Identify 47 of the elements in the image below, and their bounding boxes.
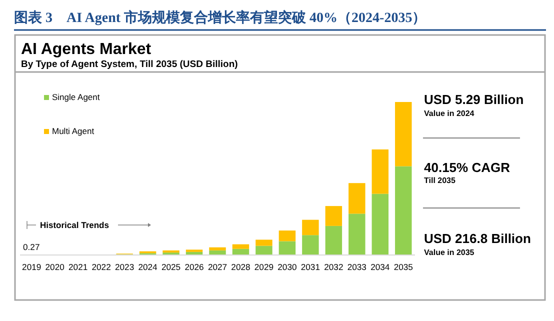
bar: [325, 226, 342, 255]
text: USD 216.8 Billion: [424, 231, 531, 246]
chart-subtitle: AI Agents Market: [21, 41, 152, 58]
x-tick-label: 2019: [22, 262, 42, 272]
bar: [372, 194, 389, 255]
x-tick-label: 2034: [370, 262, 390, 272]
x-tick-label: 2035: [394, 262, 414, 272]
bar: [302, 220, 319, 236]
bar: [278, 241, 296, 255]
legend-label: Multi Agent: [52, 126, 95, 136]
annotation: 0.27: [23, 242, 40, 252]
bar: [302, 235, 319, 255]
text: Value in 2035: [424, 248, 475, 257]
text: USD 5.29 Billion: [424, 92, 524, 107]
legend-label: Single Agent: [52, 92, 100, 102]
text: By Type of Agent System, Till 2035 (USD Billion): [21, 59, 238, 70]
x-tick-label: 2020: [45, 262, 65, 272]
x-tick-label: 2024: [138, 262, 158, 272]
x-tick-label: 2022: [92, 262, 112, 272]
x-tick-label: 2027: [208, 262, 228, 272]
bar: [372, 149, 389, 194]
text: Till 2035: [424, 176, 456, 185]
text: Value in 2024: [424, 109, 475, 118]
bar: [256, 240, 272, 246]
x-tick-label: 2029: [254, 262, 274, 272]
x-tick-label: 2032: [324, 262, 344, 272]
annotation: Historical Trends: [40, 220, 110, 230]
x-tick-label: 2026: [184, 262, 204, 272]
chart-title: 图表 3 AI Agent 市场规模复合增长率有望突破 40%（2024-2035）: [14, 9, 426, 26]
bar: [278, 230, 296, 242]
text: 40.15% CAGR: [424, 160, 511, 175]
x-tick-label: 2031: [300, 262, 320, 272]
x-tick-label: 2033: [347, 262, 367, 272]
bar: [395, 166, 412, 255]
x-tick-label: 2021: [68, 262, 88, 272]
bar: [162, 250, 180, 253]
x-tick-label: 2025: [161, 262, 181, 272]
x-tick-label: 2023: [114, 262, 134, 272]
x-tick-label: 2028: [231, 262, 251, 272]
x-tick-label: 2030: [278, 262, 297, 272]
bar: [348, 183, 366, 214]
bar: [209, 247, 226, 250]
bar: [395, 102, 412, 166]
bar: [325, 206, 342, 226]
bar: [232, 244, 250, 249]
bar: [348, 214, 366, 255]
bar: [256, 246, 272, 255]
